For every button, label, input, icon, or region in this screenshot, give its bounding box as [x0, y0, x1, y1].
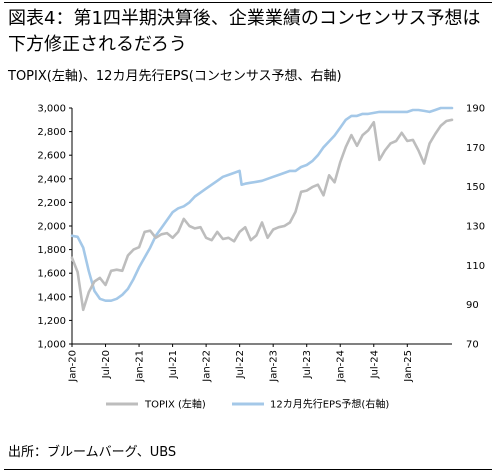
y-left-tick-label: 2,000: [37, 222, 66, 233]
eps-series-line: [70, 106, 454, 303]
y-left-tick-label: 1,000: [37, 340, 66, 351]
y-left-tick-label: 2,400: [37, 174, 66, 185]
x-tick-label: Jan-23: [269, 350, 280, 383]
x-tick-label: Jan-22: [202, 350, 213, 383]
x-tick-label: Jul-24: [369, 350, 380, 379]
chart-lines: [70, 106, 454, 312]
topix-series-line: [70, 118, 454, 312]
x-tick-labels: Jan-20 Jul-20 Jan-21 Jul-21 Jan-22 Jul-22 Jan-…: [68, 350, 414, 383]
x-tick-label: Jul-23: [302, 350, 313, 379]
figure-title: 図表4：第1四半期決算後、企業業績のコンセンサス予想は下方修正されるだろう: [8, 8, 481, 55]
bottom-rule: [4, 469, 492, 470]
y-left-tick-label: 2,600: [37, 151, 66, 162]
y-right-tick-label: 150: [466, 182, 485, 193]
top-rule: [4, 2, 492, 3]
y-left-tick-label: 3,000: [37, 104, 66, 115]
x-tick-label: Jan-24: [336, 350, 347, 383]
y-left-tick-labels: 1,000 1,200 1,400 1,600 1,800 2,000 2,200 2,400…: [37, 104, 66, 351]
x-tick-label: Jan-20: [68, 350, 79, 383]
figure-subtitle: TOPIX(左軸)、12カ月先行EPS(コンセンサス予想、右軸): [8, 69, 342, 84]
x-tick-label: Jan-21: [135, 350, 146, 383]
y-left-tick-label: 2,200: [37, 198, 66, 209]
x-tick-label: Jan-25: [403, 350, 414, 383]
y-left-tick-label: 1,600: [37, 269, 66, 280]
y-right-tick-label: 130: [466, 222, 485, 233]
chart-area: Jan-20 Jul-20 Jan-21 Jul-21 Jan-22 Jul-22 Jan-…: [37, 104, 485, 411]
y-right-tick-label: 70: [466, 340, 479, 351]
x-tick-label: Jul-20: [101, 350, 112, 379]
y-left-tick-label: 1,400: [37, 292, 66, 303]
legend-label-topix: TOPIX (左軸): [144, 398, 206, 411]
source-note: 出所：ブルームバーグ、UBS: [8, 445, 177, 460]
y-right-tick-label: 170: [466, 143, 485, 154]
y-left-tick-label: 2,800: [37, 127, 66, 138]
x-tick-label: Jul-22: [235, 350, 246, 379]
y-right-tick-label: 90: [466, 300, 479, 311]
y-left-tick-label: 1,200: [37, 316, 66, 327]
chart-axes: [69, 107, 452, 347]
y-right-tick-label: 190: [466, 104, 485, 115]
y-right-tick-labels: 70 90 110 130 150 170 190: [466, 104, 485, 351]
chart-legend: TOPIX (左軸) 12カ月先行EPS予想(右軸): [106, 398, 389, 411]
y-left-tick-label: 1,800: [37, 245, 66, 256]
y-right-tick-label: 110: [466, 261, 485, 272]
legend-label-eps: 12カ月先行EPS予想(右軸): [270, 398, 389, 411]
x-tick-label: Jul-21: [168, 350, 179, 379]
